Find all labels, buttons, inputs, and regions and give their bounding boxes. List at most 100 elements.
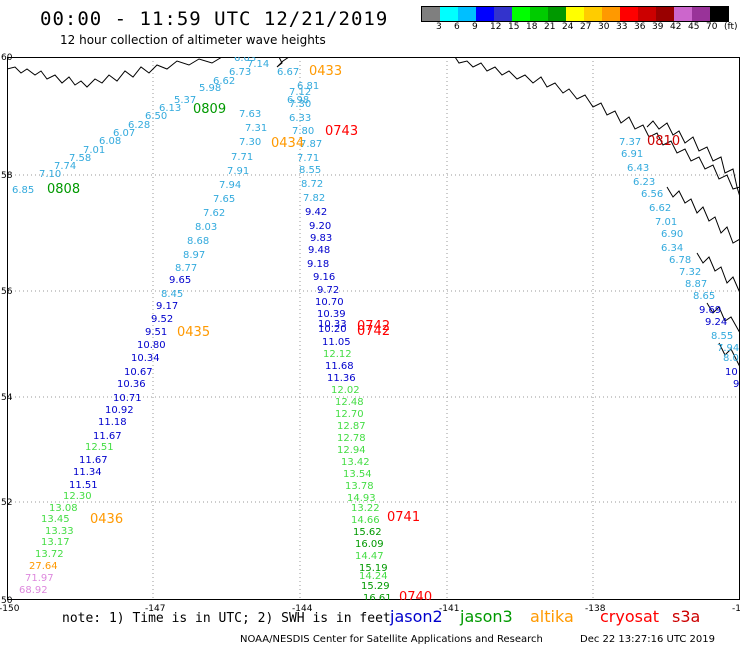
wave-height-label: 10.70 bbox=[315, 297, 344, 308]
legend-label: 6 bbox=[454, 22, 460, 32]
legend-label: 30 bbox=[598, 22, 610, 32]
coastline-segment bbox=[7, 57, 223, 88]
pass-time-label: 0743 bbox=[325, 124, 358, 139]
legend-label: (ft) bbox=[724, 22, 738, 32]
legend-swatch bbox=[656, 7, 674, 21]
wave-height-label: 7.80 bbox=[292, 126, 314, 137]
wave-height-label: 7.94 bbox=[219, 180, 241, 191]
wave-height-label: 10.71 bbox=[113, 393, 142, 404]
legend-label: 12 bbox=[490, 22, 502, 32]
wave-height-label: 7.87 bbox=[300, 139, 322, 150]
legend-swatch bbox=[602, 7, 620, 21]
pass-time-label: 0740 bbox=[399, 590, 432, 600]
pass-time-label: 0741 bbox=[387, 510, 420, 525]
wave-height-label: 15.29 bbox=[361, 581, 390, 592]
lon-tick-label: -141 bbox=[439, 604, 459, 614]
wave-height-label: 5.37 bbox=[174, 95, 196, 106]
wave-height-label: 11.67 bbox=[93, 431, 122, 442]
wave-height-label: 10.33 bbox=[318, 319, 347, 330]
wave-height-label: 9.72 bbox=[317, 285, 339, 296]
page-subtitle: 12 hour collection of altimeter wave hei… bbox=[60, 33, 326, 47]
wave-height-label: 10 bbox=[725, 367, 738, 378]
pass-time-label: 0435 bbox=[177, 325, 210, 340]
wave-height-label: 13.33 bbox=[45, 526, 74, 537]
wave-height-label: 8.68 bbox=[187, 236, 209, 247]
wave-height-label: 9 bbox=[733, 379, 739, 390]
legend-label: 21 bbox=[544, 22, 556, 32]
lon-tick-label: -138 bbox=[585, 604, 606, 614]
wave-height-label: 8.87 bbox=[685, 279, 707, 290]
wave-height-label: 9.18 bbox=[307, 259, 329, 270]
wave-height-label: 5.98 bbox=[199, 83, 221, 94]
wave-height-label: 10.80 bbox=[137, 340, 166, 351]
wave-height-label: 7.30 bbox=[239, 137, 261, 148]
pass-time-label: 0742 bbox=[357, 324, 390, 339]
wave-height-label: 11.05 bbox=[322, 337, 351, 348]
legend-label: 42 bbox=[670, 22, 682, 32]
legend-swatch bbox=[422, 7, 440, 21]
lat-tick-label: 56 bbox=[1, 287, 13, 297]
lon-tick-label: -135 bbox=[732, 604, 740, 614]
legend-swatch bbox=[674, 7, 692, 21]
wave-height-label: 14.93 bbox=[347, 493, 376, 504]
legend-label: 36 bbox=[634, 22, 646, 32]
legend-swatch bbox=[710, 7, 728, 21]
wave-height-label: 8.77 bbox=[175, 263, 197, 274]
wave-height-label: 10.92 bbox=[105, 405, 134, 416]
wave-height-label: 6.56 bbox=[641, 189, 663, 200]
wave-height-label: 6.08 bbox=[99, 136, 121, 147]
wave-height-label: 10.34 bbox=[131, 353, 160, 364]
wave-height-label: 11.36 bbox=[327, 373, 356, 384]
wave-height-label: 6.78 bbox=[669, 255, 691, 266]
legend-label: 3 bbox=[436, 22, 442, 32]
wave-height-label: 12.51 bbox=[85, 442, 114, 453]
pass-time-label: 0434 bbox=[271, 136, 304, 151]
wave-height-labels: 6.037.146.736.625.985.376.136.506.286.07… bbox=[12, 57, 739, 600]
legend-jason2: jason2 bbox=[390, 607, 443, 626]
pass-time-label: 0810 bbox=[647, 134, 680, 149]
legend-swatch bbox=[440, 7, 458, 21]
pass-time-label: 0809 bbox=[193, 102, 226, 117]
wave-height-label: 8.03 bbox=[195, 222, 217, 233]
legend-swatch bbox=[548, 7, 566, 21]
wave-height-label: 11.51 bbox=[69, 480, 98, 491]
pass-time-label: 0742 bbox=[357, 319, 390, 334]
legend-label: 70 bbox=[706, 22, 718, 32]
wave-height-label: 16.61 bbox=[363, 593, 392, 600]
legend-jason3: jason3 bbox=[460, 607, 513, 626]
lon-tick-label: -150 bbox=[0, 604, 20, 614]
page-title: 00:00 - 11:59 UTC 12/21/2019 bbox=[40, 8, 389, 30]
wave-height-label: 6.67 bbox=[277, 67, 299, 78]
wave-height-label: 8.0 bbox=[723, 353, 739, 364]
legend-altika: altika bbox=[530, 607, 574, 626]
wave-height-label: 7.32 bbox=[679, 267, 701, 278]
wave-height-label: 7.10 bbox=[39, 169, 61, 180]
legend-label: 18 bbox=[526, 22, 538, 32]
wave-height-label: 13.45 bbox=[41, 514, 70, 525]
wave-height-label: 8.45 bbox=[161, 289, 183, 300]
wave-height-label: 9.24 bbox=[705, 317, 727, 328]
wave-height-label: 9.65 bbox=[169, 275, 191, 286]
lat-tick-label: 50 bbox=[1, 596, 13, 606]
legend-label: 27 bbox=[580, 22, 592, 32]
wave-height-label: 12.02 bbox=[331, 385, 360, 396]
wave-height-label: 12.48 bbox=[335, 397, 364, 408]
wave-height-label: 7.71 bbox=[297, 153, 319, 164]
wave-height-label: 11.68 bbox=[325, 361, 354, 372]
wave-height-label: 11.34 bbox=[73, 467, 102, 478]
wave-height-label: 7.63 bbox=[239, 109, 261, 120]
coastline-segment bbox=[646, 120, 740, 198]
lat-tick-label: 52 bbox=[1, 498, 12, 508]
wave-height-label: 13.54 bbox=[343, 469, 372, 480]
wave-height-label: 10.39 bbox=[317, 309, 346, 320]
legend-swatch bbox=[638, 7, 656, 21]
coastline-segment bbox=[696, 252, 740, 294]
wave-height-label: 6.07 bbox=[113, 128, 135, 139]
legend-swatch bbox=[530, 7, 548, 21]
wave-height-label: 6.03 bbox=[234, 57, 256, 64]
wave-height-label: 13.42 bbox=[341, 457, 370, 468]
wave-height-label: 6.33 bbox=[289, 113, 311, 124]
wave-height-label: 6.23 bbox=[633, 177, 655, 188]
wave-height-label: 10.67 bbox=[124, 367, 153, 378]
wave-height-label: 12.87 bbox=[337, 421, 366, 432]
